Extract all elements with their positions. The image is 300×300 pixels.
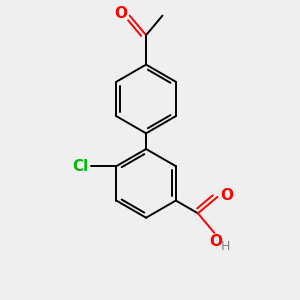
Text: O: O: [209, 234, 222, 249]
Text: Cl: Cl: [73, 159, 89, 174]
Text: O: O: [114, 6, 127, 21]
Text: H: H: [220, 241, 230, 254]
Text: O: O: [220, 188, 233, 203]
